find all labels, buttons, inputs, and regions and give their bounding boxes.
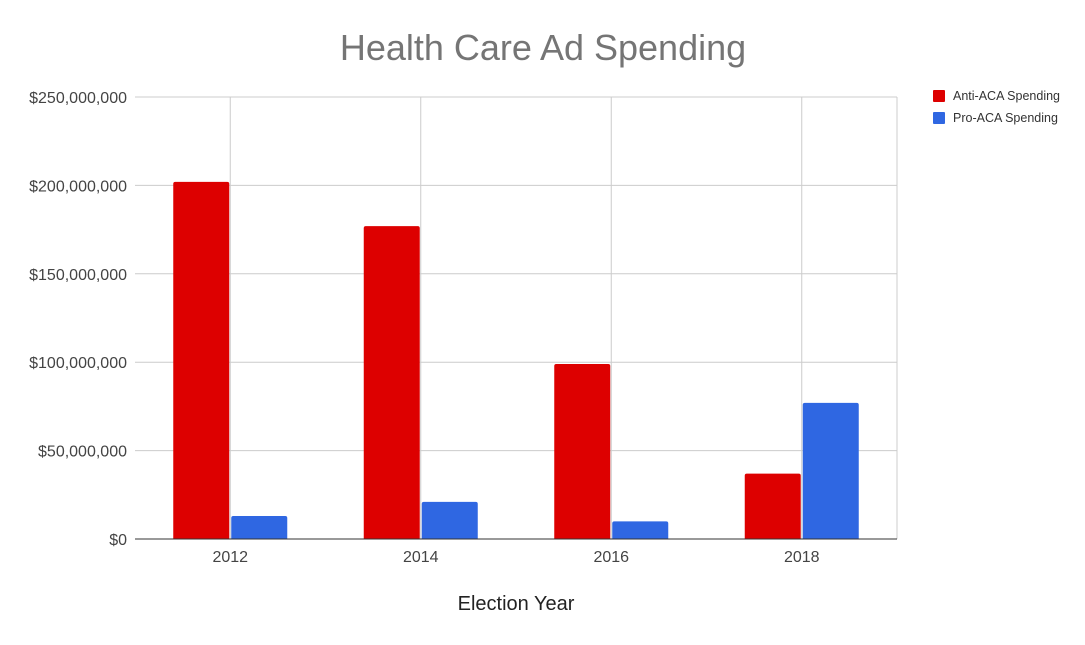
bar-pro-aca-spending-2018 xyxy=(802,402,859,539)
y-tick-label: $150,000,000 xyxy=(29,267,127,284)
y-tick-label: $100,000,000 xyxy=(29,355,127,372)
x-tick-label: 2018 xyxy=(784,549,820,566)
x-tick-label: 2014 xyxy=(403,549,439,566)
legend-swatch xyxy=(933,112,945,124)
x-tick-label: 2016 xyxy=(593,549,629,566)
y-tick-label: $0 xyxy=(109,532,127,549)
chart-title: Health Care Ad Spending xyxy=(340,27,746,68)
gridlines xyxy=(135,96,898,539)
x-tick-label: 2012 xyxy=(212,549,248,566)
bar-anti-aca-spending-2016 xyxy=(554,363,611,539)
y-tick-label: $250,000,000 xyxy=(29,90,127,107)
bar-pro-aca-spending-2014 xyxy=(421,501,478,539)
bar-anti-aca-spending-2014 xyxy=(363,226,420,539)
legend: Anti-ACA Spending Pro-ACA Spending xyxy=(933,89,1060,125)
bar-anti-aca-spending-2018 xyxy=(744,473,801,539)
axes: $0 $50,000,000 $100,000,000 $150,000,000 $20… xyxy=(29,90,897,566)
legend-swatch xyxy=(933,90,945,102)
y-tick-label: $200,000,000 xyxy=(29,178,127,195)
bar-pro-aca-spending-2016 xyxy=(612,521,669,539)
legend-label: Anti-ACA Spending xyxy=(953,89,1060,103)
bar-pro-aca-spending-2012 xyxy=(231,516,288,539)
legend-label: Pro-ACA Spending xyxy=(953,111,1058,125)
y-tick-label: $50,000,000 xyxy=(38,444,127,461)
x-axis-title: Election Year xyxy=(458,593,575,615)
bar-anti-aca-spending-2012 xyxy=(173,181,230,539)
bars xyxy=(173,181,859,539)
